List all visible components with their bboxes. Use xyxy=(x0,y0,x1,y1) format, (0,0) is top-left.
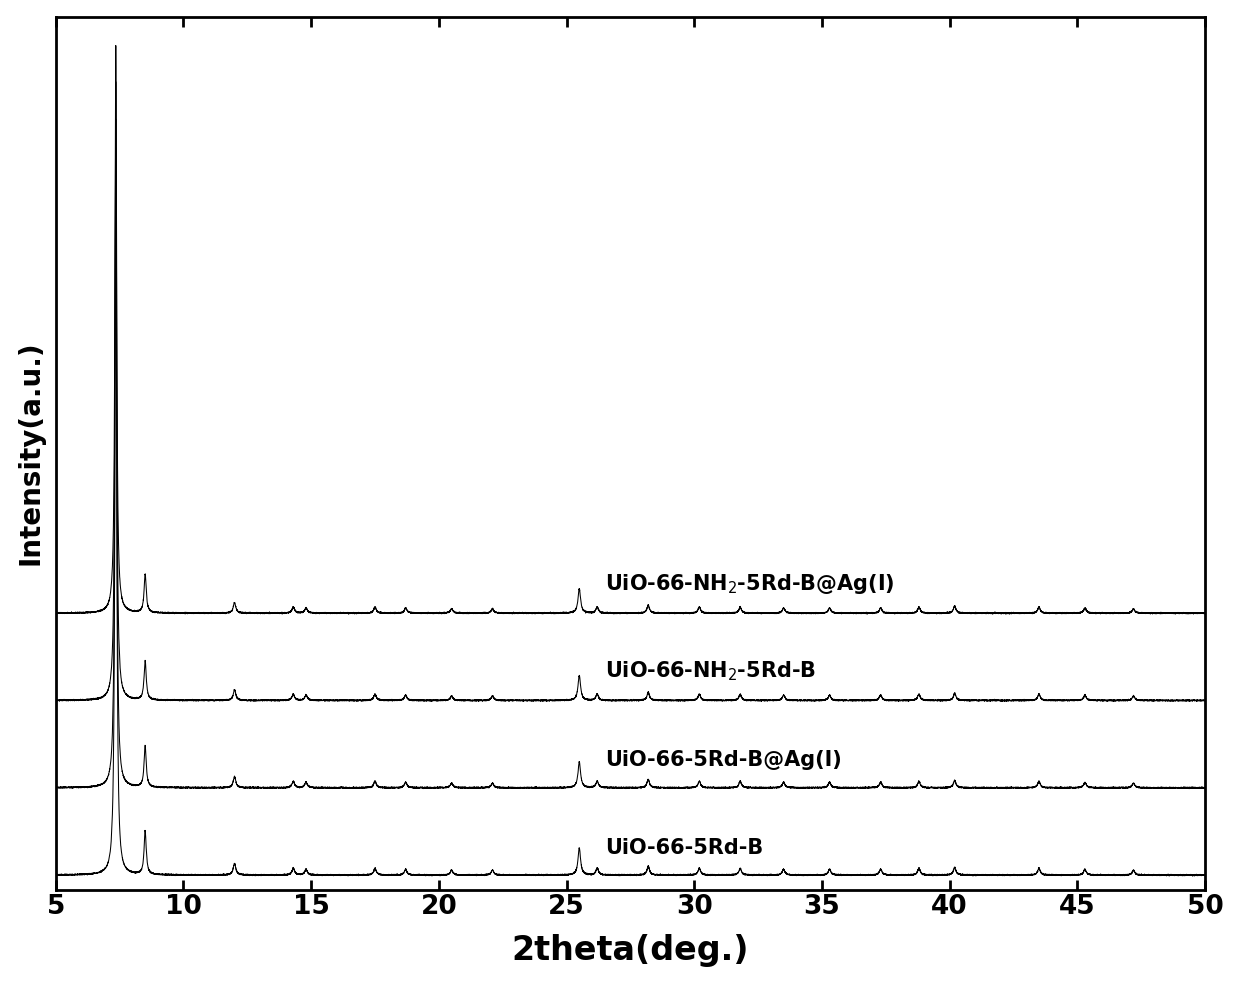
X-axis label: 2theta(deg.): 2theta(deg.) xyxy=(512,935,749,967)
Text: UiO-66-NH$_2$-5Rd-B: UiO-66-NH$_2$-5Rd-B xyxy=(605,659,816,683)
Text: UiO-66-5Rd-B: UiO-66-5Rd-B xyxy=(605,837,763,858)
Text: UiO-66-5Rd-B@Ag(I): UiO-66-5Rd-B@Ag(I) xyxy=(605,750,842,770)
Y-axis label: Intensity(a.u.): Intensity(a.u.) xyxy=(16,340,45,566)
Text: UiO-66-NH$_2$-5Rd-B@Ag(I): UiO-66-NH$_2$-5Rd-B@Ag(I) xyxy=(605,572,894,595)
